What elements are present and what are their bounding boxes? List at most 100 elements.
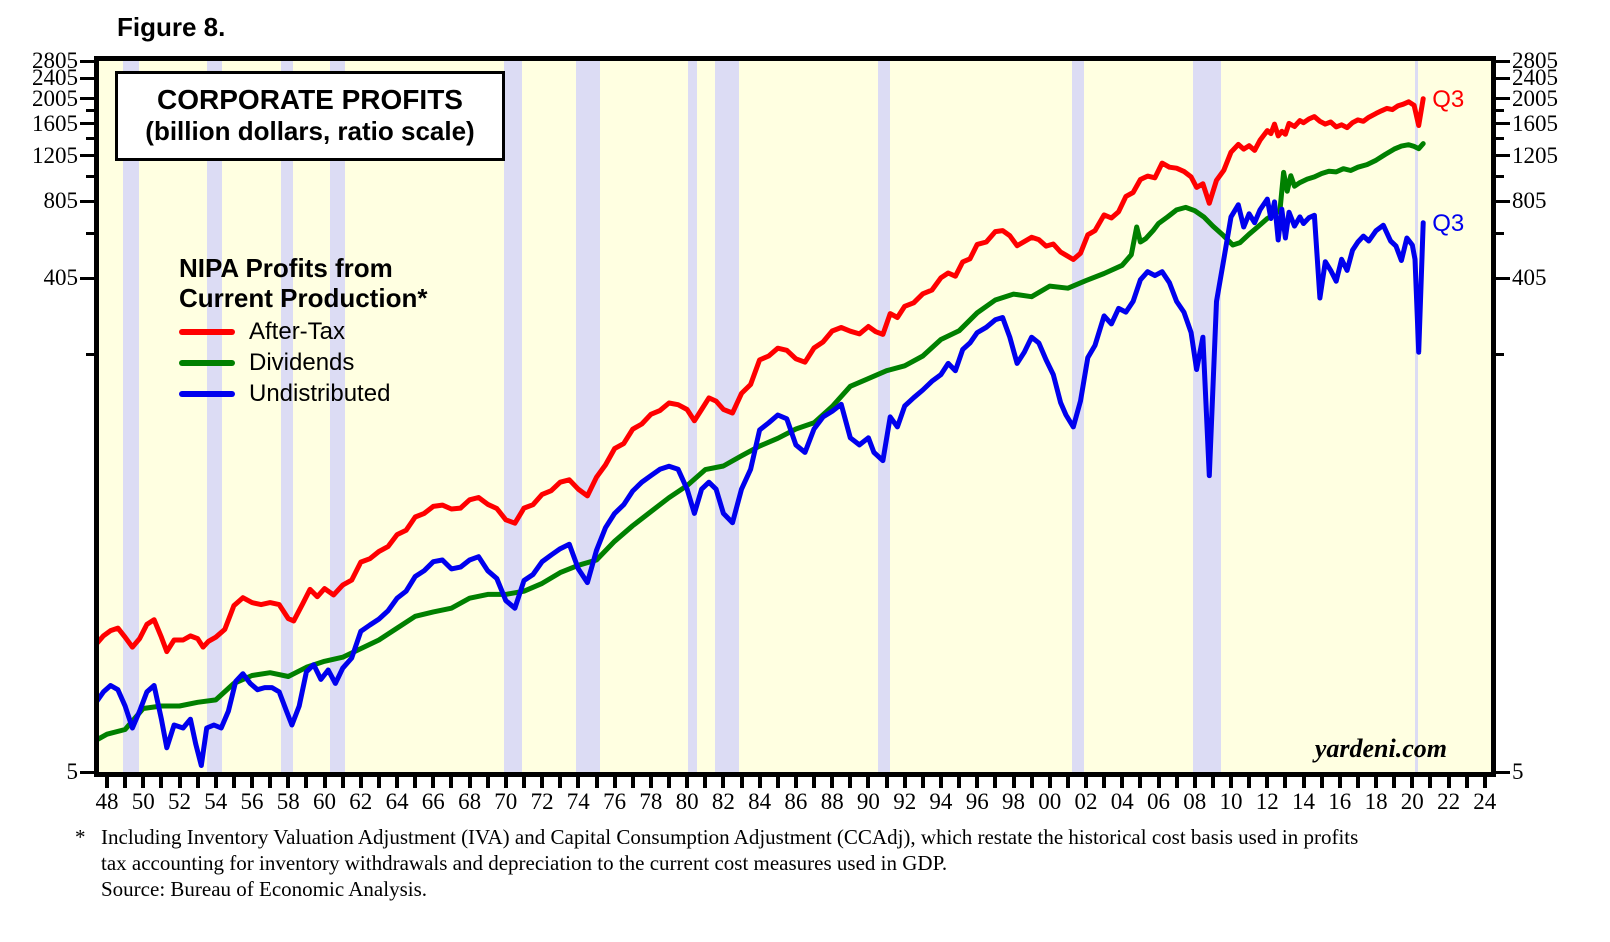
- x-axis-tick: [431, 777, 436, 788]
- x-axis-tick: [576, 777, 581, 788]
- x-axis-tick: [993, 777, 998, 788]
- x-axis-tick: [159, 777, 164, 788]
- x-axis-tick: [213, 777, 218, 788]
- x-axis-tick: [286, 777, 291, 788]
- y-axis-major-tick: [80, 97, 94, 101]
- chart-subtitle: (billion dollars, ratio scale): [145, 116, 475, 146]
- chart-title-box: CORPORATE PROFITS (billion dollars, rati…: [115, 71, 505, 161]
- x-axis-tick: [1065, 777, 1070, 788]
- x-axis-year-label: 84: [748, 789, 772, 814]
- series-line-after-tax: [99, 96, 1426, 655]
- x-axis-year-label: 08: [1183, 789, 1207, 814]
- x-axis-tick: [376, 777, 381, 788]
- y-axis-label: 405: [43, 265, 79, 291]
- y-axis-label: 1205: [32, 142, 78, 168]
- footnote: * Including Inventory Valuation Adjustme…: [75, 824, 1505, 902]
- x-axis-year-label: 20: [1400, 789, 1424, 814]
- y-axis-label: 1605: [1512, 110, 1558, 136]
- x-axis-tick: [1374, 777, 1379, 788]
- undistributed-line-swatch: [179, 391, 235, 397]
- x-axis-tick: [1355, 777, 1360, 788]
- x-axis-year-label: 80: [675, 789, 699, 814]
- x-axis-year-label: 06: [1147, 789, 1170, 814]
- x-axis-year-label: 02: [1074, 789, 1098, 814]
- legend-item-undistributed: Undistributed: [179, 380, 427, 407]
- y-axis-major-tick: [1496, 59, 1510, 63]
- x-axis-tick: [177, 777, 182, 788]
- x-axis-tick: [757, 777, 762, 788]
- x-axis-tick: [522, 777, 526, 788]
- x-axis-tick: [1102, 777, 1107, 788]
- undistributed-q3-annotation: Q3: [1432, 209, 1465, 237]
- x-axis-year-label: 62: [349, 789, 373, 814]
- y-axis-major-tick: [80, 76, 94, 80]
- y-axis-major-tick: [80, 199, 94, 203]
- recession-band: [715, 61, 740, 772]
- y-axis-minor-tick: [1496, 353, 1504, 357]
- x-axis-tick: [467, 777, 472, 788]
- series-line-dividends: [99, 141, 1426, 742]
- y-axis-label: 805: [1512, 188, 1547, 214]
- y-axis-label: 1605: [32, 110, 78, 136]
- y-axis-minor-tick: [86, 109, 94, 112]
- x-axis-tick: [866, 777, 871, 788]
- y-axis-label: 805: [43, 188, 79, 214]
- figure-label: Figure 8.: [117, 12, 226, 42]
- y-axis-minor-tick: [1496, 231, 1504, 235]
- x-axis-tick: [540, 777, 545, 788]
- y-axis-label: 2405: [32, 65, 78, 91]
- x-axis-tick: [721, 777, 726, 788]
- x-axis-year-label: 10: [1219, 789, 1243, 814]
- x-axis-year-label: 94: [929, 789, 953, 814]
- y-axis-major-tick: [1496, 154, 1510, 158]
- x-axis-year-label: 18: [1364, 789, 1388, 814]
- x-axis-year-label: 88: [820, 789, 844, 814]
- x-axis-tick: [558, 777, 563, 788]
- x-axis-tick: [830, 777, 835, 788]
- recession-band: [281, 61, 294, 772]
- x-axis-tick: [812, 777, 816, 788]
- x-axis-year-label: 56: [240, 789, 264, 814]
- y-axis-major-tick: [1496, 199, 1510, 203]
- y-axis-major-tick: [1496, 122, 1510, 126]
- footnote-line-2: tax accounting for inventory withdrawals…: [101, 851, 948, 875]
- y-axis-label: 2005: [1512, 85, 1558, 111]
- x-axis-tick: [938, 777, 943, 788]
- x-axis-tick: [957, 777, 962, 788]
- x-axis-tick: [1247, 777, 1252, 788]
- x-axis-year-label: 82: [711, 789, 735, 814]
- x-axis-tick: [1337, 777, 1342, 788]
- x-axis-year-label: 70: [494, 789, 518, 814]
- x-axis-tick: [775, 777, 780, 788]
- x-axis-tick: [413, 777, 418, 788]
- x-axis-year-label: 72: [530, 789, 554, 814]
- y-axis-label: 5: [66, 759, 79, 784]
- x-axis-year-label: 52: [168, 789, 191, 814]
- y-axis-label: 5: [1512, 759, 1524, 784]
- y-axis-minor-tick: [1496, 137, 1504, 141]
- x-axis-tick: [594, 777, 599, 788]
- x-axis-tick: [1174, 777, 1179, 788]
- y-axis-major-tick: [80, 59, 94, 63]
- after-tax-line-swatch: [179, 329, 235, 335]
- x-axis-tick: [1210, 777, 1215, 788]
- x-axis-year-label: 04: [1110, 789, 1134, 814]
- recession-band: [878, 61, 891, 772]
- legend-label-after-tax: After-Tax: [249, 318, 346, 345]
- x-axis-tick: [395, 777, 400, 788]
- x-axis-tick: [449, 777, 454, 788]
- legend-item-dividends: Dividends: [179, 349, 427, 376]
- x-axis-tick: [920, 777, 925, 788]
- chart-title: CORPORATE PROFITS: [157, 84, 463, 115]
- y-axis-major-tick: [1496, 97, 1510, 101]
- y-axis-major-tick: [1496, 76, 1510, 80]
- y-axis-minor-tick: [86, 174, 94, 178]
- y-axis-major-tick: [1496, 770, 1510, 774]
- x-axis-tick: [1464, 777, 1469, 788]
- x-axis-year-label: 68: [458, 789, 482, 814]
- x-axis-tick: [703, 777, 708, 788]
- x-axis-year-label: 86: [784, 789, 808, 814]
- x-axis-tick: [1229, 777, 1233, 788]
- recession-bands: [99, 61, 1491, 772]
- x-axis-tick: [1192, 777, 1197, 788]
